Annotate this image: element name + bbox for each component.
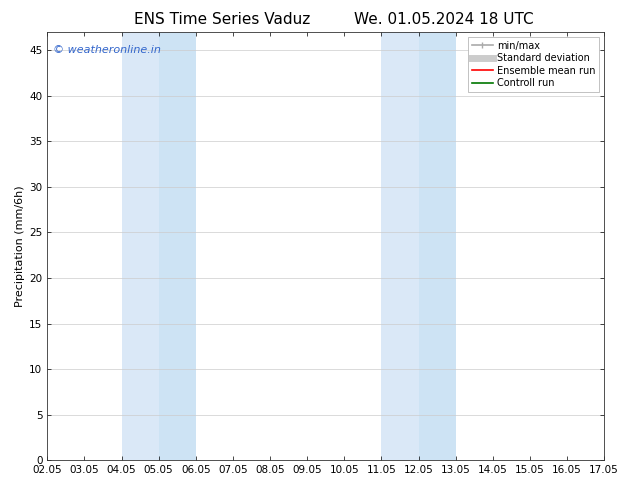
Text: ENS Time Series Vaduz: ENS Time Series Vaduz	[134, 12, 310, 27]
Text: We. 01.05.2024 18 UTC: We. 01.05.2024 18 UTC	[354, 12, 534, 27]
Y-axis label: Precipitation (mm/6h): Precipitation (mm/6h)	[15, 185, 25, 307]
Bar	[418, 32, 456, 460]
Legend: min/max, Standard deviation, Ensemble mean run, Controll run: min/max, Standard deviation, Ensemble me…	[468, 37, 599, 92]
Bar	[158, 32, 196, 460]
Bar	[122, 32, 158, 460]
Bar	[382, 32, 418, 460]
Text: © weatheronline.in: © weatheronline.in	[53, 45, 161, 55]
